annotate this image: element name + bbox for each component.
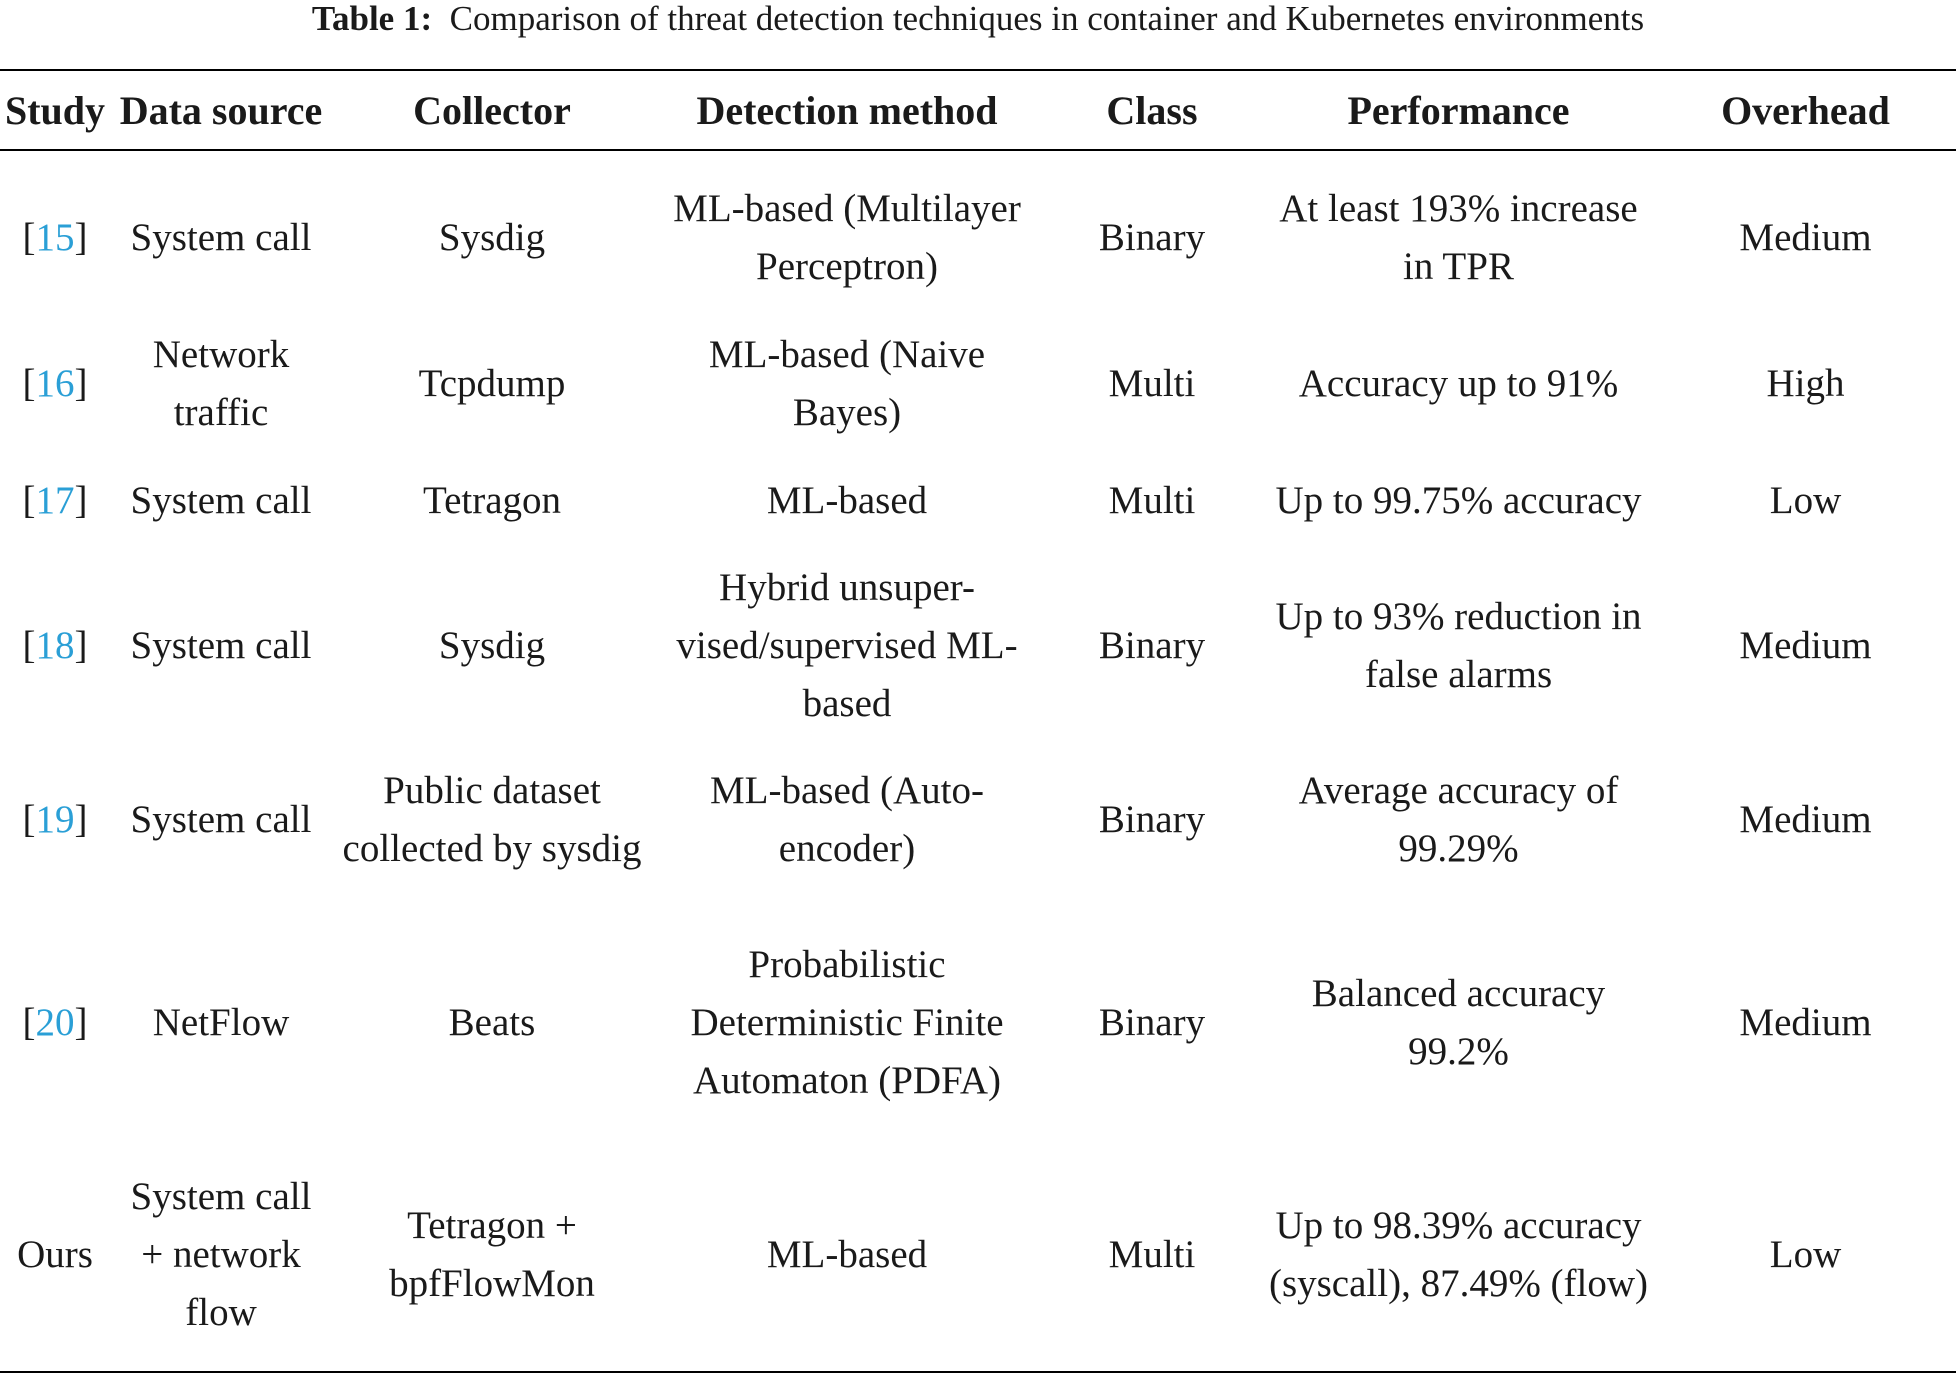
header-row: Study Data source Collector Detection me… bbox=[0, 70, 1956, 150]
cell-class: Binary bbox=[1098, 1001, 1206, 1044]
cell-overhead: Medium bbox=[1739, 798, 1872, 841]
cell-study: [19] bbox=[22, 798, 88, 841]
cell-class: Binary bbox=[1098, 798, 1206, 841]
table-row: [20] NetFlow Beats Probabilistic Determi… bbox=[0, 907, 1956, 1139]
table-header: Study Data source Collector Detection me… bbox=[0, 70, 1956, 150]
cell-collector: Tetragon bbox=[422, 479, 562, 522]
cell-overhead: Medium bbox=[1739, 1001, 1872, 1044]
header-data-source: Data source bbox=[119, 87, 323, 133]
cell-performance: Up to 98.39% accuracy (syscall), 87.49% … bbox=[1268, 1204, 1649, 1305]
reference-link[interactable]: 17 bbox=[35, 479, 75, 522]
cell-study: [17] bbox=[22, 479, 88, 522]
table-caption: Table 1: Comparison of threat detection … bbox=[0, 0, 1956, 44]
cell-collector: Tetragon + bpfFlowMon bbox=[389, 1204, 595, 1305]
cell-collector: Tcpdump bbox=[418, 362, 566, 405]
cell-performance: At least 193% increase in TPR bbox=[1279, 187, 1638, 288]
reference-link[interactable]: 15 bbox=[35, 216, 75, 259]
cell-data-source: System call bbox=[130, 479, 312, 522]
cell-performance: Up to 99.75% accuracy bbox=[1275, 479, 1642, 522]
table-row: [17] System call Tetragon ML-based Multi… bbox=[0, 443, 1956, 559]
cell-collector: Beats bbox=[448, 1001, 536, 1044]
table-body: [15] System call Sysdig ML-based (Multil… bbox=[0, 150, 1956, 1372]
header-study: Study bbox=[4, 87, 106, 133]
cell-collector: Sysdig bbox=[438, 624, 546, 667]
cell-data-source: System call bbox=[130, 624, 312, 667]
cell-data-source: System call bbox=[130, 216, 312, 259]
caption-text: Comparison of threat detection technique… bbox=[449, 0, 1645, 38]
cell-performance: Balanced accuracy 99.2% bbox=[1311, 972, 1606, 1073]
cell-study: [20] bbox=[22, 1001, 88, 1044]
cell-detection-method: Probabilistic Deterministic Finite Autom… bbox=[690, 943, 1004, 1102]
cell-detection-method: ML-based bbox=[766, 1233, 928, 1276]
reference-link[interactable]: 16 bbox=[35, 362, 75, 405]
cell-performance: Accuracy up to 91% bbox=[1298, 362, 1619, 405]
reference-link[interactable]: 19 bbox=[35, 798, 75, 841]
cell-overhead: Medium bbox=[1739, 624, 1872, 667]
cell-performance: Up to 93% reduction in false alarms bbox=[1275, 595, 1642, 696]
table-row: [19] System call Public dataset collecte… bbox=[0, 733, 1956, 907]
cell-detection-method: ML-based bbox=[766, 479, 928, 522]
cell-class: Multi bbox=[1108, 362, 1196, 405]
cell-study: [15] bbox=[22, 216, 88, 259]
cell-overhead: Low bbox=[1769, 1233, 1842, 1276]
caption-label: Table 1: bbox=[311, 0, 433, 38]
table-row: [16] Network traffic Tcpdump ML-based (N… bbox=[0, 325, 1956, 443]
reference-link[interactable]: 20 bbox=[35, 1001, 75, 1044]
table-row: [15] System call Sysdig ML-based (Multil… bbox=[0, 150, 1956, 325]
cell-detection-method: ML-based (Auto-encoder) bbox=[709, 769, 984, 870]
table-row: [18] System call Sysdig Hybrid unsuper-v… bbox=[0, 559, 1956, 733]
cell-class: Binary bbox=[1098, 624, 1206, 667]
cell-detection-method: ML-based (Multilayer Perceptron) bbox=[673, 187, 1021, 288]
header-performance: Performance bbox=[1347, 87, 1570, 133]
cell-class: Binary bbox=[1098, 216, 1206, 259]
cell-collector: Sysdig bbox=[438, 216, 546, 259]
comparison-table-container: Study Data source Collector Detection me… bbox=[0, 69, 1956, 1373]
header-collector: Collector bbox=[413, 87, 571, 133]
table-row: Ours System call + network flow Tetragon… bbox=[0, 1139, 1956, 1372]
cell-study: [18] bbox=[22, 624, 88, 667]
comparison-table: Study Data source Collector Detection me… bbox=[0, 69, 1956, 1373]
cell-data-source: System call bbox=[130, 798, 312, 841]
cell-overhead: Medium bbox=[1739, 216, 1872, 259]
header-detection-method: Detection method bbox=[696, 87, 998, 133]
cell-overhead: High bbox=[1766, 362, 1845, 405]
cell-data-source: Network traffic bbox=[152, 333, 290, 434]
header-overhead: Overhead bbox=[1721, 87, 1890, 133]
cell-performance: Average accuracy of 99.29% bbox=[1298, 769, 1619, 870]
cell-study: [16] bbox=[22, 362, 88, 405]
cell-collector: Public dataset collected by sysdig bbox=[342, 769, 642, 870]
reference-link[interactable]: 18 bbox=[35, 624, 75, 667]
cell-data-source: NetFlow bbox=[152, 1001, 290, 1044]
cell-study: Ours bbox=[17, 1233, 93, 1276]
cell-overhead: Low bbox=[1769, 479, 1842, 522]
cell-class: Multi bbox=[1108, 1233, 1196, 1276]
cell-data-source: System call + network flow bbox=[130, 1175, 312, 1334]
cell-detection-method: Hybrid unsuper-vised/supervised ML-based bbox=[676, 566, 1018, 725]
cell-class: Multi bbox=[1108, 479, 1196, 522]
cell-detection-method: ML-based (Naive Bayes) bbox=[708, 333, 986, 434]
header-class: Class bbox=[1106, 87, 1198, 133]
